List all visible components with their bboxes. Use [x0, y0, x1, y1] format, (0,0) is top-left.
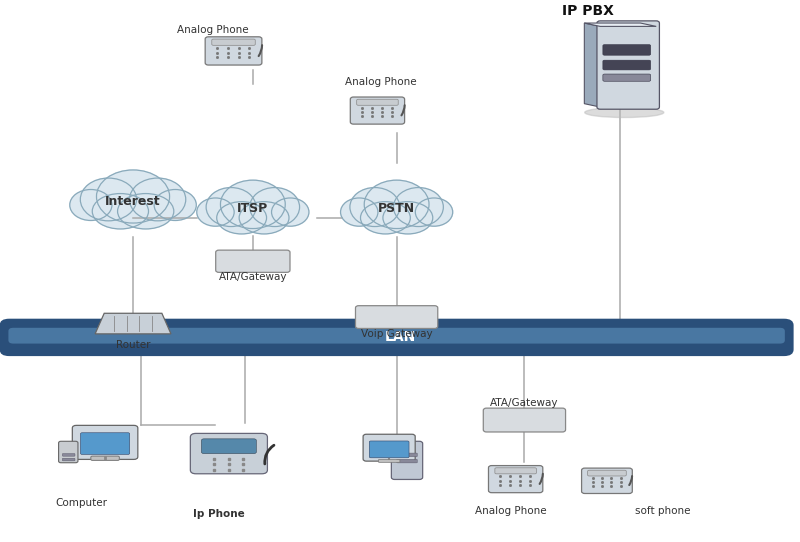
Text: ITSP: ITSP — [238, 202, 269, 215]
Ellipse shape — [250, 188, 299, 227]
Text: Computer: Computer — [55, 498, 107, 507]
Ellipse shape — [415, 198, 453, 226]
FancyBboxPatch shape — [62, 454, 75, 456]
Text: Ip Phone: Ip Phone — [193, 509, 244, 519]
FancyBboxPatch shape — [588, 470, 626, 476]
Ellipse shape — [383, 202, 433, 234]
Text: ATA/Gateway: ATA/Gateway — [218, 272, 287, 282]
Ellipse shape — [239, 202, 289, 234]
FancyBboxPatch shape — [216, 250, 290, 272]
FancyBboxPatch shape — [202, 439, 256, 454]
Text: Router: Router — [116, 340, 150, 350]
FancyBboxPatch shape — [397, 459, 418, 463]
FancyBboxPatch shape — [370, 441, 409, 458]
Text: Analog Phone: Analog Phone — [475, 506, 546, 515]
FancyBboxPatch shape — [62, 458, 75, 461]
FancyBboxPatch shape — [391, 441, 422, 480]
FancyBboxPatch shape — [397, 453, 418, 457]
Ellipse shape — [350, 188, 400, 227]
FancyBboxPatch shape — [489, 466, 542, 493]
Text: Analog Phone: Analog Phone — [345, 77, 417, 87]
Text: Voip Gateway: Voip Gateway — [361, 329, 433, 339]
Ellipse shape — [364, 180, 429, 229]
Ellipse shape — [206, 188, 256, 227]
Ellipse shape — [130, 178, 186, 221]
Text: Analog Phone: Analog Phone — [177, 25, 249, 35]
FancyBboxPatch shape — [357, 99, 398, 105]
Text: IP PBX: IP PBX — [562, 4, 614, 18]
Ellipse shape — [92, 193, 149, 229]
FancyBboxPatch shape — [81, 433, 130, 454]
FancyBboxPatch shape — [495, 468, 537, 474]
Ellipse shape — [221, 180, 286, 229]
Text: LAN: LAN — [385, 331, 416, 344]
FancyBboxPatch shape — [603, 44, 650, 55]
FancyBboxPatch shape — [597, 21, 659, 109]
FancyBboxPatch shape — [0, 319, 794, 356]
Text: Interest: Interest — [106, 195, 161, 208]
Ellipse shape — [271, 198, 309, 226]
FancyBboxPatch shape — [363, 434, 415, 461]
FancyBboxPatch shape — [603, 74, 650, 81]
Ellipse shape — [361, 202, 410, 234]
FancyBboxPatch shape — [205, 37, 262, 65]
Ellipse shape — [70, 190, 112, 221]
FancyBboxPatch shape — [350, 97, 405, 124]
Ellipse shape — [197, 198, 234, 226]
Polygon shape — [584, 23, 656, 27]
FancyBboxPatch shape — [212, 39, 255, 46]
Ellipse shape — [80, 178, 137, 221]
Text: PSTN: PSTN — [378, 202, 415, 215]
Text: soft phone: soft phone — [635, 506, 691, 516]
Ellipse shape — [154, 190, 196, 221]
Polygon shape — [95, 313, 171, 334]
FancyBboxPatch shape — [190, 434, 267, 474]
Ellipse shape — [118, 193, 174, 229]
Ellipse shape — [341, 198, 378, 226]
FancyBboxPatch shape — [91, 456, 119, 460]
FancyBboxPatch shape — [483, 408, 566, 432]
Ellipse shape — [585, 107, 664, 118]
FancyBboxPatch shape — [58, 441, 78, 463]
Text: ATA/Gateway: ATA/Gateway — [490, 398, 558, 408]
Polygon shape — [584, 23, 600, 107]
FancyBboxPatch shape — [355, 306, 438, 328]
FancyBboxPatch shape — [9, 328, 785, 344]
FancyBboxPatch shape — [378, 460, 400, 462]
Ellipse shape — [97, 170, 170, 223]
Ellipse shape — [217, 202, 266, 234]
Ellipse shape — [394, 188, 443, 227]
FancyBboxPatch shape — [603, 60, 650, 70]
FancyBboxPatch shape — [582, 468, 632, 493]
FancyBboxPatch shape — [72, 425, 138, 460]
